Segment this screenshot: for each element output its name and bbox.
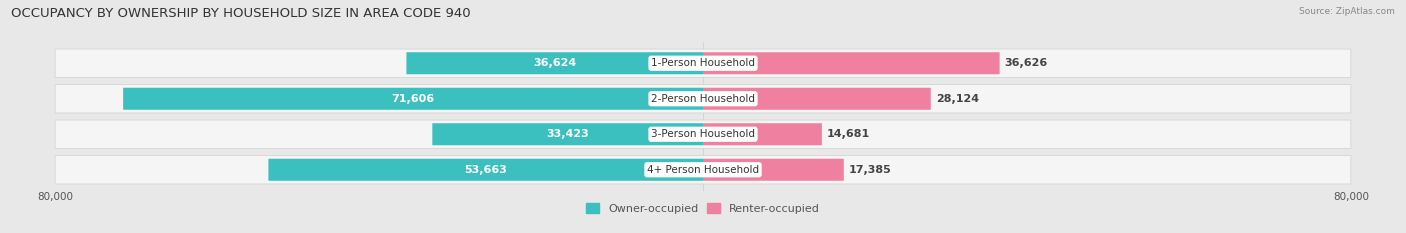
FancyBboxPatch shape — [703, 88, 931, 110]
Text: 28,124: 28,124 — [936, 94, 979, 104]
FancyBboxPatch shape — [55, 120, 1351, 148]
FancyBboxPatch shape — [55, 85, 1351, 113]
Text: 4+ Person Household: 4+ Person Household — [647, 165, 759, 175]
Legend: Owner-occupied, Renter-occupied: Owner-occupied, Renter-occupied — [581, 199, 825, 218]
Text: 36,626: 36,626 — [1005, 58, 1047, 68]
FancyBboxPatch shape — [406, 52, 703, 74]
FancyBboxPatch shape — [55, 156, 1351, 184]
FancyBboxPatch shape — [703, 123, 823, 145]
Text: 33,423: 33,423 — [547, 129, 589, 139]
Text: Source: ZipAtlas.com: Source: ZipAtlas.com — [1299, 7, 1395, 16]
Text: 36,624: 36,624 — [533, 58, 576, 68]
FancyBboxPatch shape — [124, 88, 703, 110]
Text: OCCUPANCY BY OWNERSHIP BY HOUSEHOLD SIZE IN AREA CODE 940: OCCUPANCY BY OWNERSHIP BY HOUSEHOLD SIZE… — [11, 7, 471, 20]
FancyBboxPatch shape — [269, 159, 703, 181]
Text: 14,681: 14,681 — [827, 129, 870, 139]
Text: 17,385: 17,385 — [849, 165, 891, 175]
FancyBboxPatch shape — [703, 52, 1000, 74]
FancyBboxPatch shape — [432, 123, 703, 145]
Text: 3-Person Household: 3-Person Household — [651, 129, 755, 139]
Text: 53,663: 53,663 — [464, 165, 508, 175]
Text: 2-Person Household: 2-Person Household — [651, 94, 755, 104]
Text: 1-Person Household: 1-Person Household — [651, 58, 755, 68]
FancyBboxPatch shape — [703, 159, 844, 181]
Text: 71,606: 71,606 — [391, 94, 434, 104]
FancyBboxPatch shape — [55, 49, 1351, 77]
